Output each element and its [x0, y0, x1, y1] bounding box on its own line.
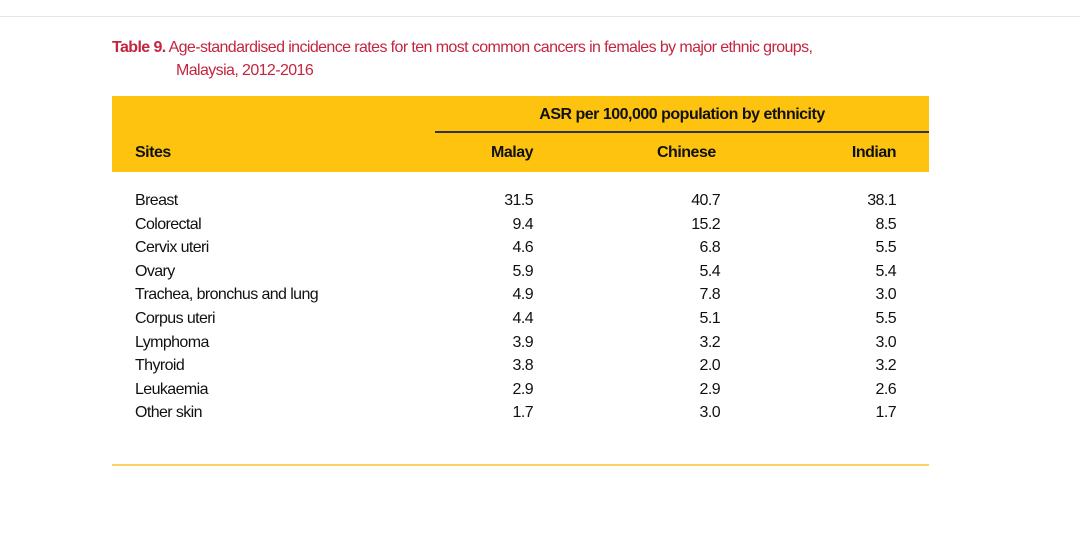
- chinese-cell: 2.0: [699, 357, 721, 375]
- indian-cell: 5.5: [875, 239, 897, 257]
- chinese-cell: 3.2: [699, 333, 721, 351]
- indian-cell: 5.5: [875, 309, 897, 327]
- table-row: Other skin 1.7 3.0 1.7: [135, 402, 905, 426]
- site-cell: Colorectal: [135, 215, 202, 233]
- malay-cell: 5.9: [512, 262, 534, 280]
- table-row: Lymphoma 3.9 3.2 3.0: [135, 332, 905, 356]
- malay-cell: 4.6: [512, 239, 534, 257]
- table-row: Leukaemia 2.9 2.9 2.6: [135, 379, 905, 403]
- site-cell: Ovary: [135, 262, 175, 280]
- site-cell: Other skin: [135, 404, 203, 422]
- malay-cell: 3.8: [512, 357, 534, 375]
- table-row: Trachea, bronchus and lung 4.9 7.8 3.0: [135, 284, 905, 308]
- malay-cell: 9.4: [512, 215, 534, 233]
- site-cell: Leukaemia: [135, 380, 208, 398]
- table-caption: Table 9. Age-standardised incidence rate…: [112, 36, 813, 82]
- table-row: Colorectal 9.4 15.2 8.5: [135, 214, 905, 238]
- malay-cell: 4.4: [512, 309, 534, 327]
- indian-cell: 2.6: [875, 380, 897, 398]
- column-group-header: ASR per 100,000 population by ethnicity: [539, 106, 825, 123]
- malay-cell: 2.9: [512, 380, 534, 398]
- site-cell: Breast: [135, 192, 178, 209]
- chinese-cell: 7.8: [699, 286, 721, 304]
- malay-cell: 3.9: [512, 333, 534, 351]
- indian-cell: 38.1: [867, 192, 896, 209]
- chinese-cell: 2.9: [699, 380, 721, 398]
- table-row: Breast 31.5 40.7 38.1: [135, 190, 905, 214]
- header-indian: Indian: [851, 144, 897, 161]
- chinese-cell: 40.7: [691, 192, 720, 209]
- indian-cell: 3.0: [875, 286, 897, 304]
- indian-cell: 3.2: [875, 357, 897, 375]
- chinese-cell: 15.2: [691, 215, 720, 233]
- top-divider: [0, 16, 1080, 17]
- chinese-cell: 5.1: [699, 309, 721, 327]
- header-sites: Sites: [135, 144, 171, 161]
- bottom-rule: [112, 464, 929, 466]
- header-malay: Malay: [491, 144, 533, 161]
- malay-cell: 31.5: [504, 192, 533, 209]
- indian-cell: 1.7: [875, 404, 897, 422]
- chinese-cell: 5.4: [699, 262, 721, 280]
- site-cell: Lymphoma: [135, 333, 209, 351]
- indian-cell: 3.0: [875, 333, 897, 351]
- table-row: Cervix uteri 4.6 6.8 5.5: [135, 237, 905, 261]
- header-rule: [435, 131, 929, 133]
- malay-cell: 1.7: [512, 404, 534, 422]
- table-number: Table 9.: [112, 39, 166, 56]
- indian-cell: 5.4: [875, 262, 897, 280]
- site-cell: Corpus uteri: [135, 309, 216, 327]
- site-cell: Cervix uteri: [135, 239, 209, 257]
- table-row: Ovary 5.9 5.4 5.4: [135, 261, 905, 285]
- malay-cell: 4.9: [512, 286, 534, 304]
- table-body: Breast 31.5 40.7 38.1 Colorectal 9.4 15.2 8.5 Ce…: [135, 190, 905, 426]
- site-cell: Thyroid: [135, 357, 185, 375]
- chinese-cell: 3.0: [699, 404, 721, 422]
- site-cell: Trachea, bronchus and lung: [135, 286, 319, 304]
- caption-line-2: Malaysia, 2012-2016: [176, 62, 314, 79]
- indian-cell: 8.5: [875, 215, 897, 233]
- caption-line-1: Age-standardised incidence rates for ten…: [168, 39, 813, 56]
- table-row: Thyroid 3.8 2.0 3.2: [135, 355, 905, 379]
- table-row: Corpus uteri 4.4 5.1 5.5: [135, 308, 905, 332]
- header-chinese: Chinese: [657, 144, 716, 161]
- chinese-cell: 6.8: [699, 239, 721, 257]
- table-header-band: [112, 96, 929, 172]
